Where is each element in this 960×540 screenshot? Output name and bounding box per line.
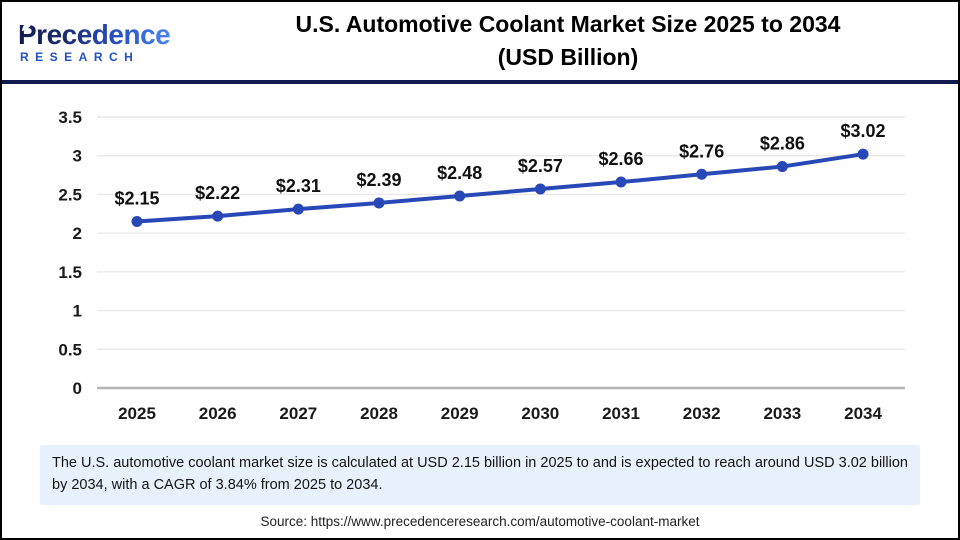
svg-text:2: 2: [73, 224, 82, 243]
x-axis-label: 2027: [279, 404, 317, 423]
brand-logo: Precedence RESEARCH: [18, 18, 188, 64]
x-axis-label: 2028: [360, 404, 398, 423]
data-point-label: $3.02: [841, 121, 886, 141]
data-point: [776, 161, 788, 173]
x-axis-label: 2029: [441, 404, 479, 423]
data-point-label: $2.31: [276, 176, 321, 196]
x-axis-label: 2025: [118, 404, 156, 423]
chart-title-line2: (USD Billion): [497, 44, 639, 70]
svg-text:2.5: 2.5: [58, 185, 82, 204]
data-point: [857, 148, 869, 160]
market-size-line-chart: 0 0.5 1 1.5 2 2.5 3 3.5 2025 2026 2027 2028 2029 2030…: [58, 108, 905, 423]
svg-text:1: 1: [73, 302, 82, 321]
data-point-label: $2.39: [356, 170, 401, 190]
data-point: [696, 168, 708, 180]
data-point: [292, 203, 304, 215]
x-axis-label: 2034: [844, 404, 882, 423]
data-point: [131, 216, 143, 228]
data-point-label: $2.76: [679, 141, 724, 161]
svg-text:0: 0: [73, 379, 82, 398]
data-point: [454, 190, 466, 202]
header: Precedence RESEARCH U.S. Automotive Cool…: [2, 2, 958, 84]
data-point: [534, 183, 546, 195]
svg-text:1.5: 1.5: [58, 263, 82, 282]
data-point-label: $2.15: [114, 189, 159, 209]
data-point-label: $2.86: [760, 134, 805, 154]
summary-note: The U.S. automotive coolant market size …: [40, 445, 920, 505]
data-point: [212, 210, 224, 222]
data-point: [615, 176, 627, 188]
data-point-label: $2.66: [598, 149, 643, 169]
brand-name: Precedence: [18, 18, 171, 50]
chart-title-line1: U.S. Automotive Coolant Market Size 2025…: [295, 10, 841, 37]
series-line: [135, 152, 866, 224]
x-axis-label: 2032: [683, 404, 721, 423]
data-point-label: $2.57: [518, 156, 563, 176]
x-axis-label: 2026: [199, 404, 237, 423]
x-axis-label: 2033: [763, 404, 801, 423]
data-point-label: $2.48: [437, 163, 482, 183]
svg-text:3: 3: [73, 147, 82, 166]
svg-text:3.5: 3.5: [58, 108, 82, 127]
data-point: [373, 197, 385, 209]
chart-title: U.S. Automotive Coolant Market Size 2025…: [188, 8, 958, 75]
x-axis-label: 2030: [521, 404, 559, 423]
svg-text:0.5: 0.5: [58, 340, 82, 359]
x-axis-label: 2031: [602, 404, 640, 423]
source-attribution: Source: https://www.precedenceresearch.c…: [260, 513, 700, 529]
data-point-label: $2.22: [195, 183, 240, 203]
brand-subtitle: RESEARCH: [20, 50, 140, 65]
